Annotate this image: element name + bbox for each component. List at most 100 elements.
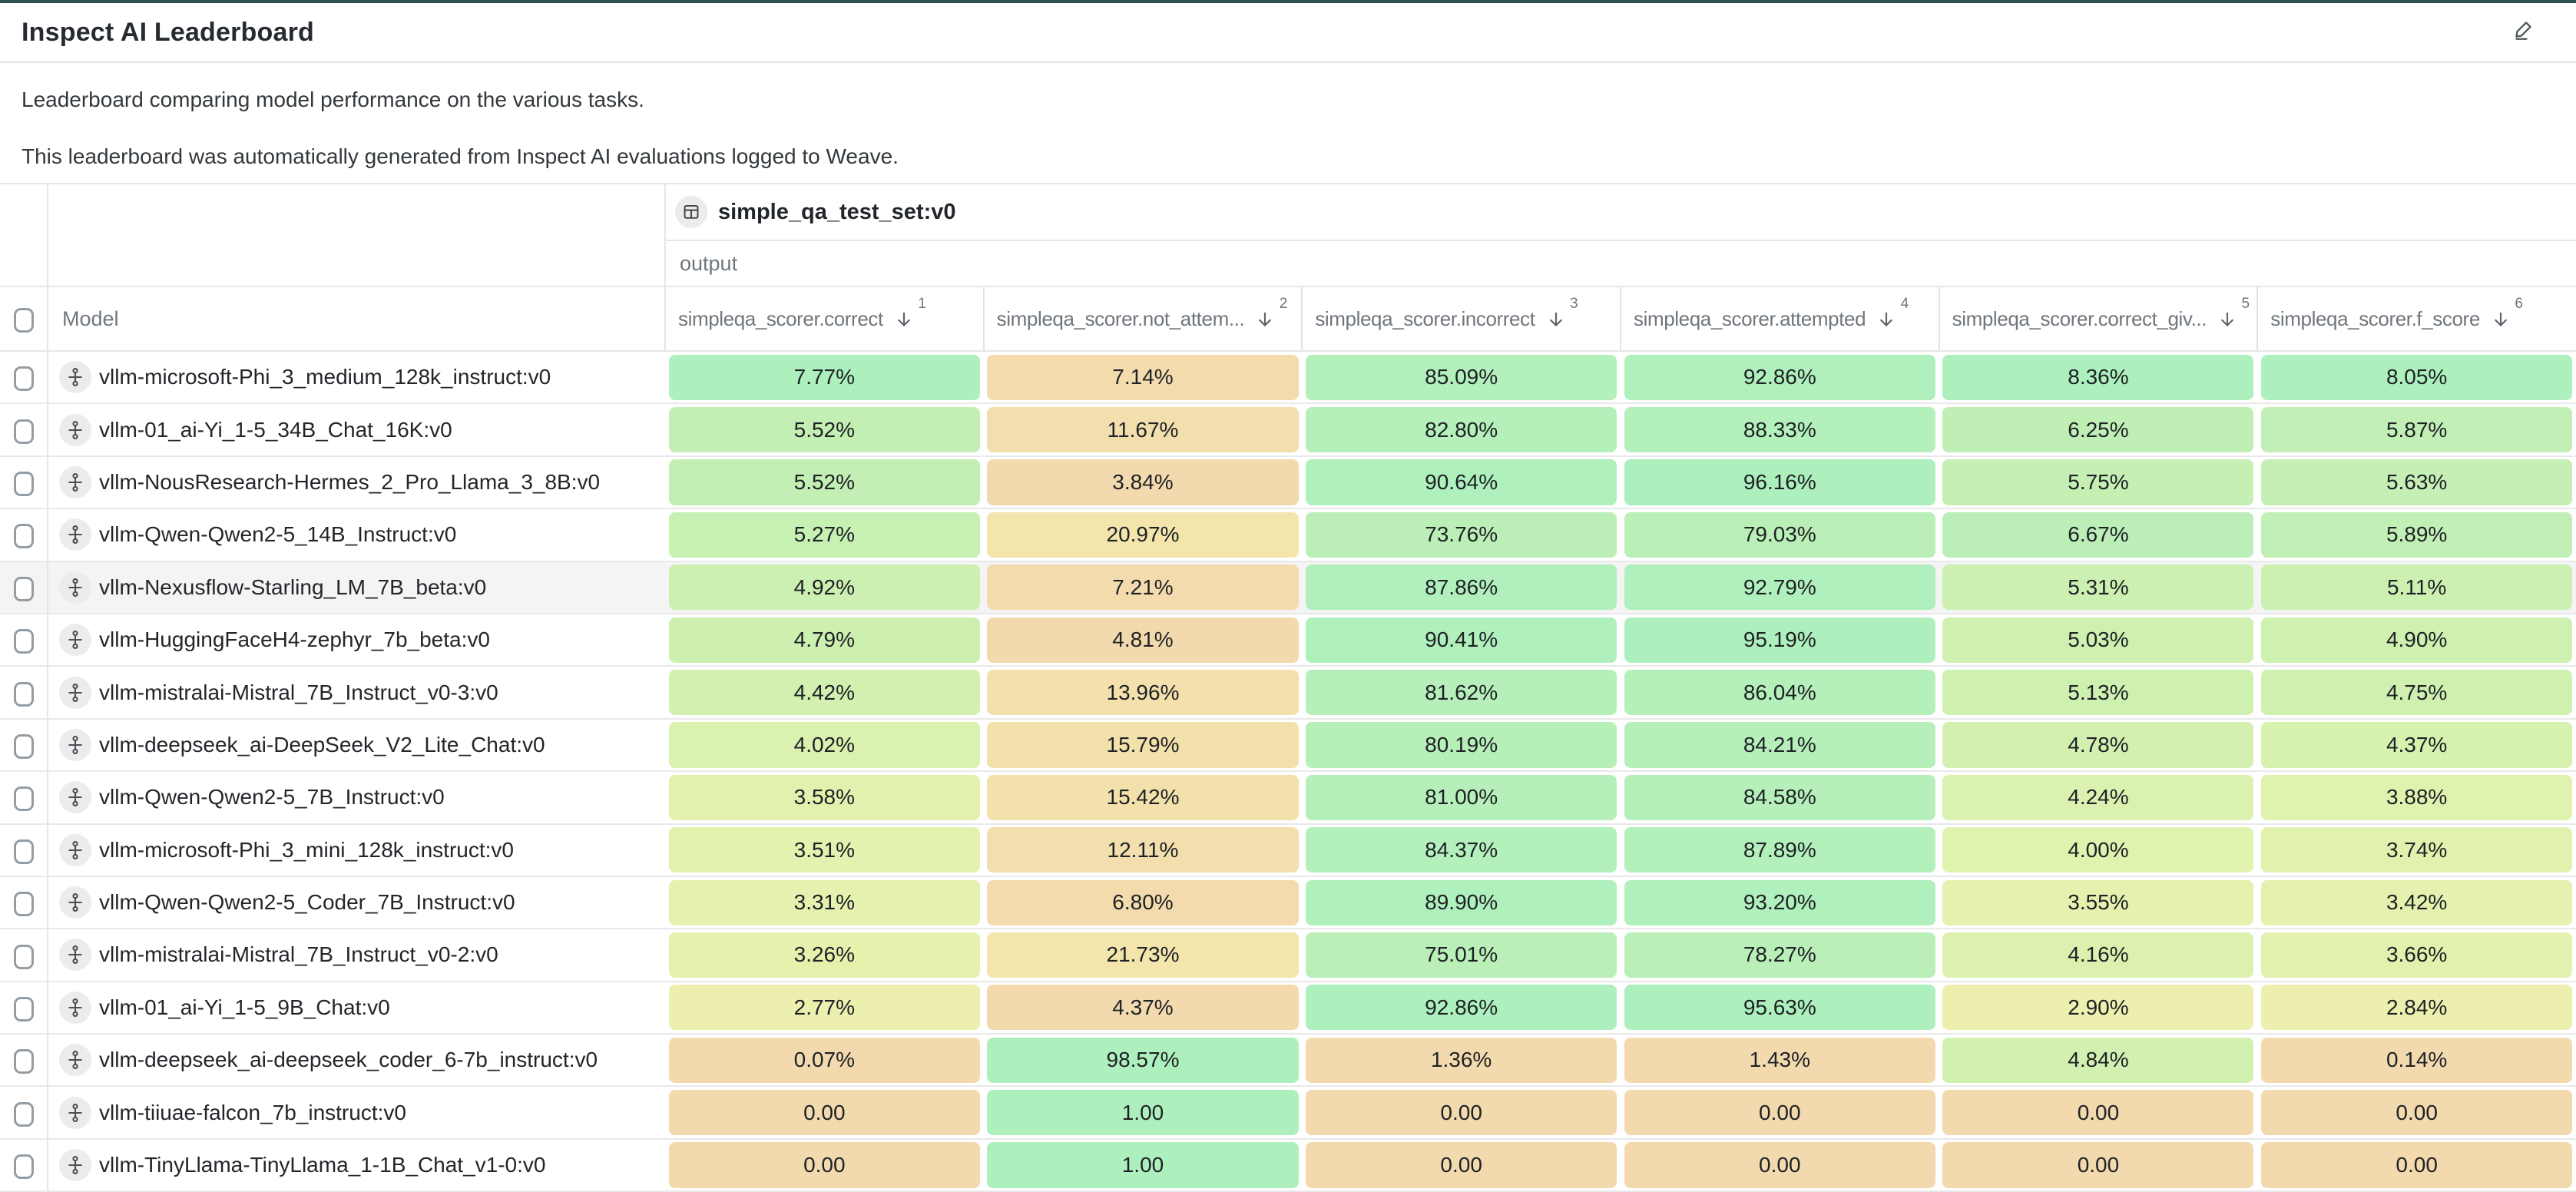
score-cell[interactable]: 93.20% xyxy=(1624,879,1935,925)
row-checkbox[interactable] xyxy=(13,629,34,654)
score-cell[interactable]: 92.79% xyxy=(1624,565,1935,611)
column-header-simpleqa-scorer-attempted[interactable]: simpleqa_scorer.attempted 4 xyxy=(1619,286,1939,352)
score-cell[interactable]: 5.31% xyxy=(1942,565,2254,611)
score-cell[interactable]: 84.37% xyxy=(1306,827,1617,873)
score-cell[interactable]: 81.62% xyxy=(1306,669,1617,716)
model-cell[interactable]: vllm-HuggingFaceH4-zephyr_7b_beta:v0 xyxy=(48,613,665,667)
score-cell[interactable]: 90.64% xyxy=(1306,459,1617,505)
model-cell[interactable]: vllm-Qwen-Qwen2-5_14B_Instruct:v0 xyxy=(48,508,665,562)
score-cell[interactable]: 87.86% xyxy=(1306,565,1617,611)
score-cell[interactable]: 92.86% xyxy=(1306,985,1617,1031)
column-header-simpleqa-scorer-incorrect[interactable]: simpleqa_scorer.incorrect 3 xyxy=(1301,286,1621,352)
score-cell[interactable]: 4.84% xyxy=(1942,1037,2254,1083)
score-cell[interactable]: 3.42% xyxy=(2261,879,2573,925)
score-cell[interactable]: 4.24% xyxy=(1942,774,2254,820)
row-checkbox[interactable] xyxy=(13,1154,34,1180)
score-cell[interactable]: 4.37% xyxy=(2261,722,2573,768)
model-cell[interactable]: vllm-TinyLlama-TinyLlama_1-1B_Chat_v1-0:… xyxy=(48,1138,665,1192)
score-cell[interactable]: 4.92% xyxy=(668,565,980,611)
score-cell[interactable]: 78.27% xyxy=(1624,932,1935,978)
score-cell[interactable]: 2.90% xyxy=(1942,985,2254,1031)
score-cell[interactable]: 96.16% xyxy=(1624,459,1935,505)
score-cell[interactable]: 0.14% xyxy=(2261,1037,2573,1083)
row-checkbox[interactable] xyxy=(13,839,34,864)
score-cell[interactable]: 7.14% xyxy=(987,354,1299,400)
score-cell[interactable]: 3.74% xyxy=(2261,827,2573,873)
score-cell[interactable]: 1.00 xyxy=(987,1090,1299,1136)
score-cell[interactable]: 79.03% xyxy=(1624,512,1935,558)
score-cell[interactable]: 11.67% xyxy=(987,406,1299,453)
score-cell[interactable]: 4.16% xyxy=(1942,932,2254,978)
model-cell[interactable]: vllm-deepseek_ai-deepseek_coder_6-7b_ins… xyxy=(48,1034,665,1088)
score-cell[interactable]: 0.00 xyxy=(2261,1142,2573,1188)
column-header-simpleqa-scorer-not-attem[interactable]: simpleqa_scorer.not_attem... 2 xyxy=(982,286,1303,352)
score-cell[interactable]: 81.00% xyxy=(1306,774,1617,820)
row-checkbox[interactable] xyxy=(13,524,34,549)
score-cell[interactable]: 5.03% xyxy=(1942,617,2254,663)
score-cell[interactable]: 87.89% xyxy=(1624,827,1935,873)
score-cell[interactable]: 0.00 xyxy=(1942,1090,2254,1136)
score-cell[interactable]: 13.96% xyxy=(987,669,1299,716)
row-checkbox[interactable] xyxy=(13,419,34,444)
score-cell[interactable]: 8.36% xyxy=(1942,354,2254,400)
score-cell[interactable]: 75.01% xyxy=(1306,932,1617,978)
score-cell[interactable]: 0.00 xyxy=(1306,1142,1617,1188)
score-cell[interactable]: 1.43% xyxy=(1624,1037,1935,1083)
model-cell[interactable]: vllm-deepseek_ai-DeepSeek_V2_Lite_Chat:v… xyxy=(48,718,665,773)
model-cell[interactable]: vllm-Qwen-Qwen2-5_Coder_7B_Instruct:v0 xyxy=(48,876,665,930)
score-cell[interactable]: 80.19% xyxy=(1306,722,1617,768)
score-cell[interactable]: 84.58% xyxy=(1624,774,1935,820)
score-cell[interactable]: 12.11% xyxy=(987,827,1299,873)
score-cell[interactable]: 21.73% xyxy=(987,932,1299,978)
score-cell[interactable]: 89.90% xyxy=(1306,879,1617,925)
dataset-link[interactable]: simple_qa_test_set:v0 xyxy=(666,196,2576,228)
model-cell[interactable]: vllm-Nexusflow-Starling_LM_7B_beta:v0 xyxy=(48,561,665,614)
score-cell[interactable]: 95.63% xyxy=(1624,985,1935,1031)
score-cell[interactable]: 4.75% xyxy=(2261,669,2573,716)
model-cell[interactable]: vllm-mistralai-Mistral_7B_Instruct_v0-3:… xyxy=(48,666,665,720)
row-checkbox[interactable] xyxy=(13,366,34,392)
score-cell[interactable]: 2.84% xyxy=(2261,985,2573,1031)
score-cell[interactable]: 3.51% xyxy=(668,827,980,873)
score-cell[interactable]: 7.21% xyxy=(987,565,1299,611)
row-checkbox[interactable] xyxy=(13,472,34,497)
model-cell[interactable]: vllm-mistralai-Mistral_7B_Instruct_v0-2:… xyxy=(48,929,665,982)
score-cell[interactable]: 0.00 xyxy=(668,1090,980,1136)
score-cell[interactable]: 0.07% xyxy=(668,1037,980,1083)
row-checkbox[interactable] xyxy=(13,944,34,969)
row-checkbox[interactable] xyxy=(13,996,34,1021)
score-cell[interactable]: 84.21% xyxy=(1624,722,1935,768)
score-cell[interactable]: 0.00 xyxy=(1942,1142,2254,1188)
score-cell[interactable]: 5.52% xyxy=(668,459,980,505)
score-cell[interactable]: 3.58% xyxy=(668,774,980,820)
score-cell[interactable]: 98.57% xyxy=(987,1037,1299,1083)
score-cell[interactable]: 7.77% xyxy=(668,354,980,400)
score-cell[interactable]: 4.00% xyxy=(1942,827,2254,873)
score-cell[interactable]: 20.97% xyxy=(987,512,1299,558)
score-cell[interactable]: 2.77% xyxy=(668,985,980,1031)
score-cell[interactable]: 5.63% xyxy=(2261,459,2573,505)
model-cell[interactable]: vllm-microsoft-Phi_3_medium_128k_instruc… xyxy=(48,351,665,405)
score-cell[interactable]: 15.79% xyxy=(987,722,1299,768)
score-cell[interactable]: 0.00 xyxy=(1624,1142,1935,1188)
score-cell[interactable]: 8.05% xyxy=(2261,354,2573,400)
score-cell[interactable]: 3.55% xyxy=(1942,879,2254,925)
row-checkbox[interactable] xyxy=(13,786,34,812)
row-checkbox[interactable] xyxy=(13,733,34,759)
score-cell[interactable]: 1.00 xyxy=(987,1142,1299,1188)
score-cell[interactable]: 5.27% xyxy=(668,512,980,558)
column-header-simpleqa-scorer-correct[interactable]: simpleqa_scorer.correct 1 xyxy=(664,286,984,352)
score-cell[interactable]: 82.80% xyxy=(1306,406,1617,453)
column-header-model[interactable]: Model xyxy=(48,286,666,352)
row-checkbox[interactable] xyxy=(13,681,34,707)
model-cell[interactable]: vllm-01_ai-Yi_1-5_9B_Chat:v0 xyxy=(48,981,665,1035)
model-cell[interactable]: vllm-microsoft-Phi_3_mini_128k_instruct:… xyxy=(48,823,665,877)
score-cell[interactable]: 3.26% xyxy=(668,932,980,978)
score-cell[interactable]: 4.02% xyxy=(668,722,980,768)
model-cell[interactable]: vllm-tiiuae-falcon_7b_instruct:v0 xyxy=(48,1086,665,1140)
score-cell[interactable]: 4.90% xyxy=(2261,617,2573,663)
score-cell[interactable]: 4.81% xyxy=(987,617,1299,663)
score-cell[interactable]: 5.13% xyxy=(1942,669,2254,716)
score-cell[interactable]: 5.87% xyxy=(2261,406,2573,453)
score-cell[interactable]: 73.76% xyxy=(1306,512,1617,558)
